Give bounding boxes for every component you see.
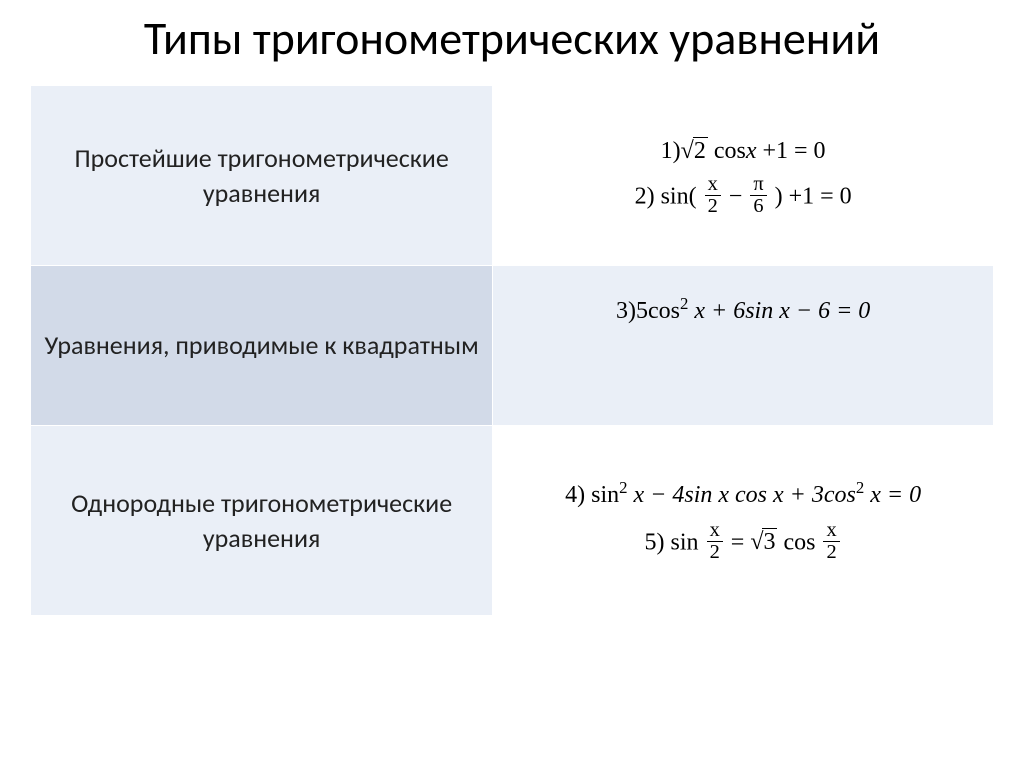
row3-label-cell: Однородные тригонометрические уравнения xyxy=(31,426,493,616)
eq5-frac1: x2 xyxy=(707,520,723,564)
table-row: Простейшие тригонометрические уравнения … xyxy=(31,86,994,266)
eq1-sqrt: 2 xyxy=(693,137,708,164)
eq4-e: x = 0 xyxy=(864,482,921,508)
row1-label: Простейшие тригонометрические уравнения xyxy=(74,142,448,209)
eq5-cos: cos xyxy=(777,529,821,555)
row3-label: Однородные тригонометрические уравнения xyxy=(71,487,452,554)
frac-num: x xyxy=(823,520,839,541)
eq4-d: x + 3cos xyxy=(767,482,856,508)
eq4-sin: sin xyxy=(585,482,619,508)
row2-eq-cell: 3)5cos2 x + 6sin x − 6 = 0 xyxy=(493,266,994,426)
eq3-mid1: x + 6sin xyxy=(688,298,779,324)
row1-label-cell: Простейшие тригонометрические уравнения xyxy=(31,86,493,266)
eq2-tail: ) +1 = 0 xyxy=(769,183,852,209)
eq5-num: 5) xyxy=(645,529,665,555)
eq5-frac2: x2 xyxy=(823,520,839,564)
eq2-sin: sin( xyxy=(655,183,703,209)
eq4-num: 4) xyxy=(565,482,585,508)
equation-1: 1) 2 cosx +1 = 0 xyxy=(505,132,981,170)
frac-den: 2 xyxy=(705,195,721,217)
eq4-c: x cos xyxy=(718,482,767,508)
row2-label: Уравнения, приводимые к квадратным xyxy=(45,329,479,361)
equations-table: Простейшие тригонометрические уравнения … xyxy=(30,85,994,616)
row1-eq-cell: 1)2 cosx +1 = 0 2) sin( x2 − π6 ) +1 = 0 xyxy=(493,86,994,266)
equation-4: 4) sin2 x − 4sin x cos x + 3cos2 x = 0 xyxy=(505,476,981,514)
frac-num: x xyxy=(705,174,721,195)
frac-num: π xyxy=(750,174,766,195)
row2-label-cell: Уравнения, приводимые к квадратным xyxy=(31,266,493,426)
eq4-sq2: 2 xyxy=(856,478,864,497)
eq1-num: 1) xyxy=(661,138,681,164)
eq2-minus: − xyxy=(723,183,749,209)
sqrt-icon: 3 xyxy=(750,523,777,561)
eq1-var: x xyxy=(746,138,757,164)
slide-title: Типы тригонометрических уравнений xyxy=(30,12,994,67)
eq2-frac1: x2 xyxy=(705,174,721,218)
eq3-5cos: 5cos xyxy=(636,298,680,324)
eq3-mid2: x − 6 = 0 xyxy=(779,298,870,324)
frac-den: 6 xyxy=(750,195,766,217)
eq5-sqrt: 3 xyxy=(762,528,777,555)
equation-2: 2) sin( x2 − π6 ) +1 = 0 xyxy=(505,176,981,220)
eq4-b: x − 4sin xyxy=(628,482,719,508)
eq5-sin: sin xyxy=(665,529,705,555)
table-row: Уравнения, приводимые к квадратным 3)5co… xyxy=(31,266,994,426)
sqrt-icon: 2 xyxy=(681,132,708,170)
eq1-cos: cos xyxy=(708,138,746,164)
eq3-num: 3) xyxy=(616,298,636,324)
frac-den: 2 xyxy=(823,541,839,563)
equation-3: 3)5cos2 x + 6sin x − 6 = 0 xyxy=(505,292,981,330)
eq2-frac2: π6 xyxy=(750,174,766,218)
frac-num: x xyxy=(707,520,723,541)
eq4-sq1: 2 xyxy=(619,478,627,497)
eq1-tail: +1 = 0 xyxy=(756,138,825,164)
equation-5: 5) sin x2 = 3 cos x2 xyxy=(505,522,981,566)
slide-container: Типы тригонометрических уравнений Просте… xyxy=(0,0,1024,767)
eq5-eq: = xyxy=(725,529,751,555)
eq2-num: 2) xyxy=(635,183,655,209)
table-row: Однородные тригонометрические уравнения … xyxy=(31,426,994,616)
row3-eq-cell: 4) sin2 x − 4sin x cos x + 3cos2 x = 0 5… xyxy=(493,426,994,616)
frac-den: 2 xyxy=(707,541,723,563)
